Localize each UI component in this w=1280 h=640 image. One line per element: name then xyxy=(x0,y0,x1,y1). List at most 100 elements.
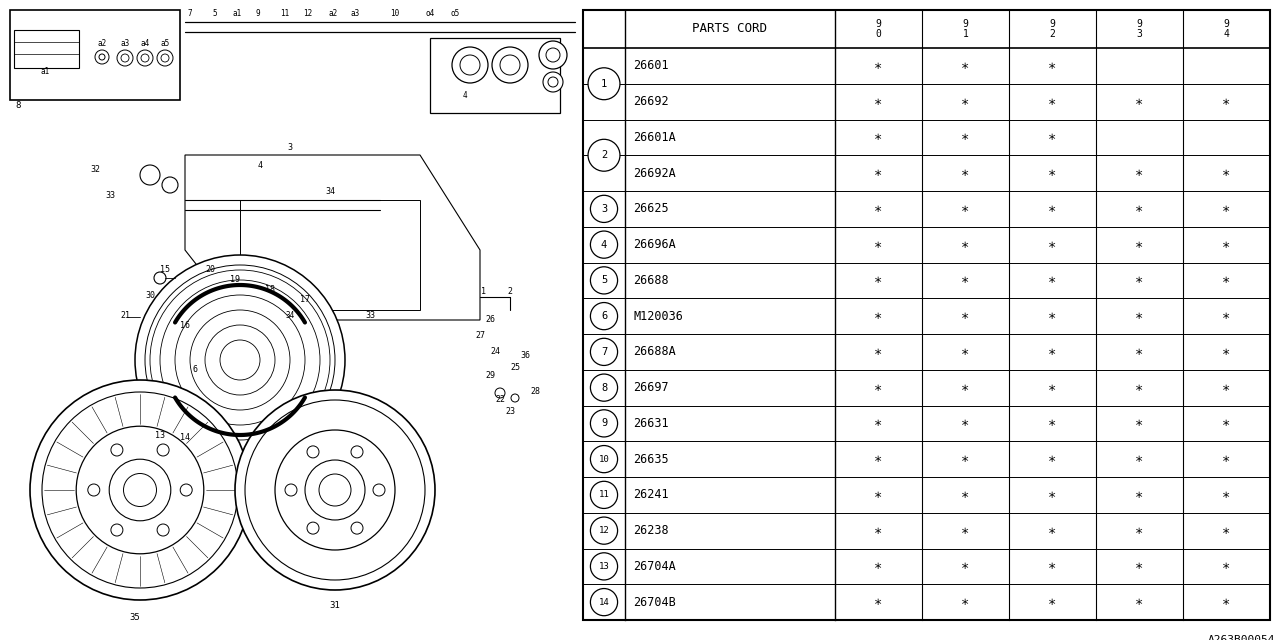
Text: ∗: ∗ xyxy=(961,166,970,180)
Text: ∗: ∗ xyxy=(961,524,970,538)
Text: ∗: ∗ xyxy=(961,273,970,287)
Text: ∗: ∗ xyxy=(1048,237,1057,252)
Circle shape xyxy=(590,445,617,473)
Text: ∗: ∗ xyxy=(961,381,970,395)
Text: 14: 14 xyxy=(599,598,609,607)
Circle shape xyxy=(492,47,529,83)
Circle shape xyxy=(351,522,364,534)
Text: 26704A: 26704A xyxy=(634,560,676,573)
Text: ∗: ∗ xyxy=(874,595,883,609)
Text: PARTS CORD: PARTS CORD xyxy=(692,22,768,35)
Text: ∗: ∗ xyxy=(1222,273,1230,287)
Text: 26241: 26241 xyxy=(634,488,668,501)
Text: 14: 14 xyxy=(180,433,189,442)
Text: ∗: ∗ xyxy=(961,131,970,145)
Text: ∗: ∗ xyxy=(1135,237,1144,252)
Text: M120036: M120036 xyxy=(634,310,682,323)
Circle shape xyxy=(539,41,567,69)
Bar xyxy=(582,10,1270,620)
Circle shape xyxy=(307,446,319,458)
Text: 2: 2 xyxy=(600,150,607,160)
Text: ∗: ∗ xyxy=(874,273,883,287)
Circle shape xyxy=(157,50,173,66)
Text: ∗: ∗ xyxy=(961,345,970,359)
Text: 6: 6 xyxy=(600,311,607,321)
Text: 26601A: 26601A xyxy=(634,131,676,144)
Text: ∗: ∗ xyxy=(1048,166,1057,180)
Text: 26631: 26631 xyxy=(634,417,668,430)
Text: ∗: ∗ xyxy=(874,559,883,573)
Text: 2: 2 xyxy=(507,287,512,296)
Circle shape xyxy=(307,522,319,534)
Text: ∗: ∗ xyxy=(874,131,883,145)
Circle shape xyxy=(29,380,250,600)
Text: ∗: ∗ xyxy=(874,381,883,395)
Text: 5: 5 xyxy=(600,275,607,285)
Text: 9
3: 9 3 xyxy=(1137,19,1143,39)
Text: o4: o4 xyxy=(425,10,435,19)
Text: ∗: ∗ xyxy=(1222,237,1230,252)
Text: ∗: ∗ xyxy=(874,452,883,466)
Text: 29: 29 xyxy=(485,371,495,380)
Text: ∗: ∗ xyxy=(874,166,883,180)
Circle shape xyxy=(137,50,154,66)
Circle shape xyxy=(77,426,204,554)
Circle shape xyxy=(160,280,320,440)
Text: ∗: ∗ xyxy=(1048,309,1057,323)
Text: 15: 15 xyxy=(160,266,170,275)
Text: a2: a2 xyxy=(329,10,338,19)
Text: ∗: ∗ xyxy=(1048,524,1057,538)
Circle shape xyxy=(111,444,123,456)
Circle shape xyxy=(154,272,166,284)
Text: 26601: 26601 xyxy=(634,60,668,72)
Circle shape xyxy=(590,481,617,508)
Text: 16: 16 xyxy=(180,321,189,330)
Text: ∗: ∗ xyxy=(1222,488,1230,502)
Circle shape xyxy=(590,231,617,258)
Text: ∗: ∗ xyxy=(1222,202,1230,216)
Text: ∗: ∗ xyxy=(961,488,970,502)
Text: 3: 3 xyxy=(600,204,607,214)
Circle shape xyxy=(275,430,396,550)
Text: ∗: ∗ xyxy=(961,202,970,216)
Circle shape xyxy=(220,340,260,380)
Circle shape xyxy=(145,265,335,455)
Text: 12: 12 xyxy=(303,10,312,19)
Circle shape xyxy=(351,446,364,458)
Text: 7: 7 xyxy=(188,10,192,19)
Text: 33: 33 xyxy=(365,310,375,319)
Text: ∗: ∗ xyxy=(1048,595,1057,609)
Circle shape xyxy=(590,410,617,437)
Text: ∗: ∗ xyxy=(1222,381,1230,395)
Text: ∗: ∗ xyxy=(1135,309,1144,323)
Text: ∗: ∗ xyxy=(1048,59,1057,73)
Text: 27: 27 xyxy=(475,330,485,339)
Circle shape xyxy=(590,195,617,223)
Text: 13: 13 xyxy=(599,562,609,571)
Text: ∗: ∗ xyxy=(1222,417,1230,430)
Bar xyxy=(430,38,561,113)
Text: ∗: ∗ xyxy=(961,452,970,466)
Text: 21: 21 xyxy=(120,310,131,319)
Bar xyxy=(10,10,180,100)
Circle shape xyxy=(109,460,170,521)
Circle shape xyxy=(157,444,169,456)
Text: 9
2: 9 2 xyxy=(1050,19,1056,39)
Text: ∗: ∗ xyxy=(874,202,883,216)
Text: ∗: ∗ xyxy=(874,237,883,252)
Text: a3: a3 xyxy=(120,40,129,49)
Text: o5: o5 xyxy=(451,10,460,19)
Circle shape xyxy=(141,54,148,62)
Text: 9
0: 9 0 xyxy=(876,19,882,39)
Text: ∗: ∗ xyxy=(1048,417,1057,430)
Text: 26692A: 26692A xyxy=(634,166,676,180)
Circle shape xyxy=(500,55,520,75)
Text: 9: 9 xyxy=(600,419,607,428)
Circle shape xyxy=(205,325,275,395)
Circle shape xyxy=(452,47,488,83)
Text: 28: 28 xyxy=(530,387,540,397)
Circle shape xyxy=(123,474,156,506)
Text: ∗: ∗ xyxy=(961,559,970,573)
Text: 10: 10 xyxy=(390,10,399,19)
Text: ∗: ∗ xyxy=(1048,95,1057,109)
